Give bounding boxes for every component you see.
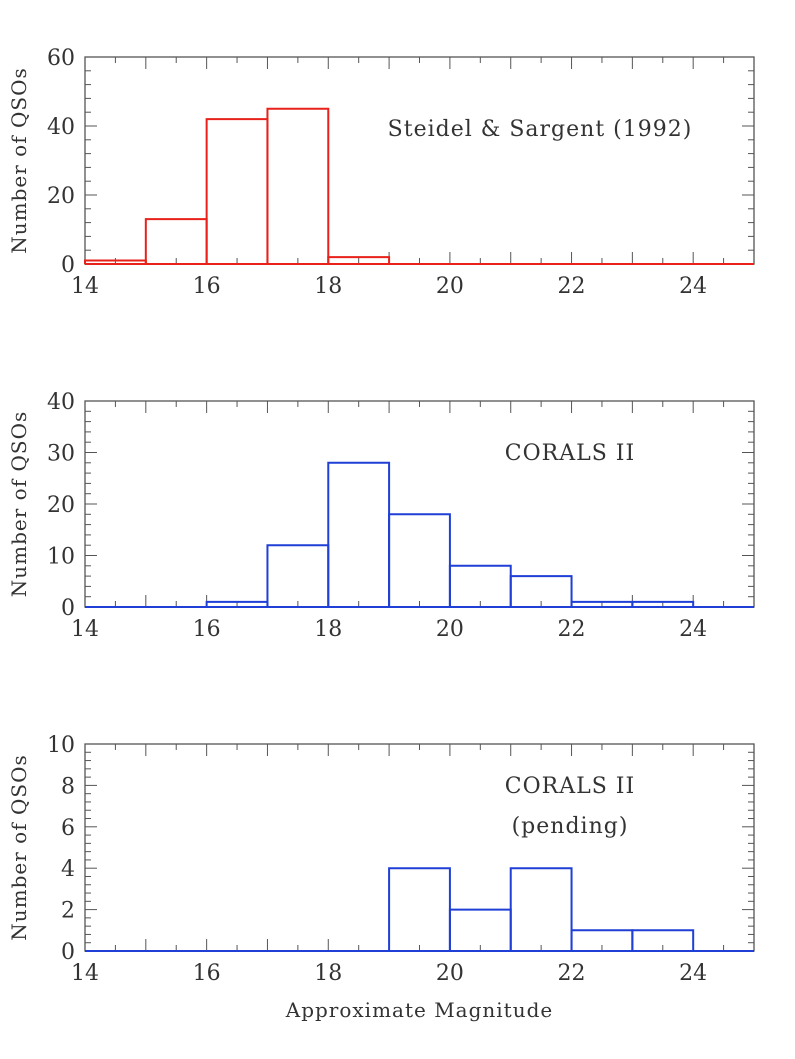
histogram-panel-2: 14 16 18 20 22 24 0 10 20 30 40 Number of QSOs CORAL… — [7, 390, 755, 642]
y-tick-label: 6 — [61, 816, 75, 841]
x-tick-label: 14 — [71, 274, 99, 299]
y-tick-label: 20 — [47, 184, 75, 209]
x-tick-label: 18 — [314, 617, 342, 642]
x-tick-label: 18 — [314, 274, 342, 299]
panel-annotation: CORALS II — [505, 441, 635, 466]
panel-annotation: Steidel & Sargent (1992) — [388, 117, 693, 142]
x-tick-label: 22 — [558, 617, 586, 642]
y-tick-label: 0 — [61, 253, 75, 278]
plot-frame — [84, 743, 755, 952]
y-tick-label: 10 — [47, 733, 75, 758]
x-axis-label: Approximate Magnitude — [285, 998, 553, 1022]
histogram-bar — [144, 218, 208, 264]
histogram-bar — [266, 544, 330, 607]
histogram-bar — [509, 867, 573, 951]
y-tick-label: 8 — [61, 774, 75, 799]
histogram-bar — [448, 908, 512, 951]
x-tick-label: 16 — [193, 617, 221, 642]
y-axis-label: Number of QSOs — [7, 411, 31, 597]
plot-frame — [84, 400, 755, 608]
histogram-bar — [631, 600, 695, 607]
y-tick-label: 60 — [47, 46, 75, 71]
y-tick-label: 40 — [47, 115, 75, 140]
histogram-bar — [388, 867, 451, 951]
y-tick-label: 30 — [47, 442, 75, 467]
panel-annotation: CORALS II — [505, 774, 635, 799]
x-tick-label: 22 — [558, 961, 586, 986]
x-tick-label: 16 — [193, 274, 221, 299]
y-tick-label: 0 — [61, 940, 75, 965]
histogram-bar — [205, 118, 269, 264]
histogram-bar — [327, 461, 391, 607]
x-tick-label: 20 — [436, 617, 464, 642]
x-tick-label: 20 — [436, 961, 464, 986]
x-tick-label: 14 — [71, 617, 99, 642]
y-tick-label: 2 — [61, 899, 75, 924]
x-tick-label: 24 — [679, 961, 707, 986]
x-tick-label: 22 — [558, 274, 586, 299]
histogram-bar — [509, 575, 573, 607]
y-tick-label: 40 — [47, 390, 75, 415]
y-tick-label: 0 — [61, 596, 75, 621]
x-tick-label: 18 — [314, 961, 342, 986]
x-tick-label: 24 — [679, 617, 707, 642]
histogram-bar — [448, 564, 512, 607]
x-tick-label: 16 — [193, 961, 221, 986]
histogram-bar — [327, 256, 391, 264]
histogram-bar — [631, 929, 695, 951]
plot-frame — [84, 56, 755, 265]
y-tick-label: 20 — [47, 493, 75, 518]
histogram-bar — [388, 513, 451, 607]
x-tick-label: 24 — [679, 274, 707, 299]
x-tick-label: 20 — [436, 274, 464, 299]
histogram-bar — [266, 107, 330, 264]
x-tick-label: 14 — [71, 961, 99, 986]
histogram-panel-1: 14 16 18 20 22 24 0 20 40 60 Number of QSOs Steidel… — [7, 46, 755, 299]
y-tick-label: 4 — [61, 857, 75, 882]
y-axis-label: Number of QSOs — [7, 67, 31, 253]
y-tick-label: 10 — [47, 545, 75, 570]
y-axis-label: Number of QSOs — [7, 754, 31, 940]
panel-annotation: (pending) — [512, 814, 629, 839]
